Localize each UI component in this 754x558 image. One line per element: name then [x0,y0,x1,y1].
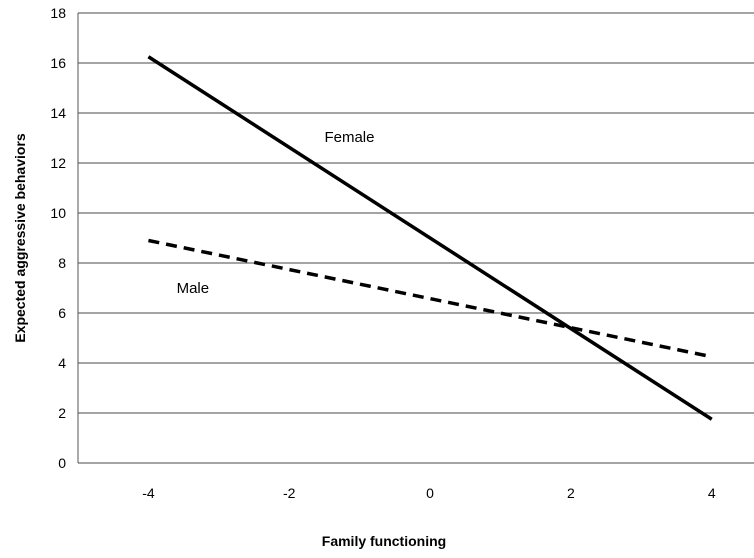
series-label-male: Male [177,280,210,297]
y-tick-label: 14 [50,105,66,121]
y-tick-label: 18 [50,5,66,21]
y-tick-labels: 0 2 4 6 8 10 12 14 16 18 [50,5,66,471]
y-tick-label: 4 [58,355,66,371]
series-line-male [148,238,713,359]
y-tick-label: 2 [58,405,66,421]
x-tick-label: -2 [283,485,296,501]
y-tick-label: 0 [58,455,66,471]
series-label-female: Female [324,129,374,146]
y-tick-label: 10 [50,205,66,221]
series-line-female [147,55,713,421]
x-tick-label: 2 [567,485,575,501]
gridlines [78,12,754,464]
series-lines [147,55,713,421]
x-tick-label: 0 [426,485,434,501]
x-tick-label: -4 [142,485,155,501]
y-axis-title: Expected aggressive behaviors [12,133,28,343]
x-tick-labels: -4 -2 0 2 4 [142,485,716,501]
series-labels: Female Male [177,129,375,297]
y-tick-label: 12 [50,155,66,171]
x-axis-title: Family functioning [322,533,446,549]
y-tick-label: 8 [58,255,66,271]
y-tick-label: 16 [50,55,66,71]
y-tick-label: 6 [58,305,66,321]
x-tick-label: 4 [708,485,716,501]
